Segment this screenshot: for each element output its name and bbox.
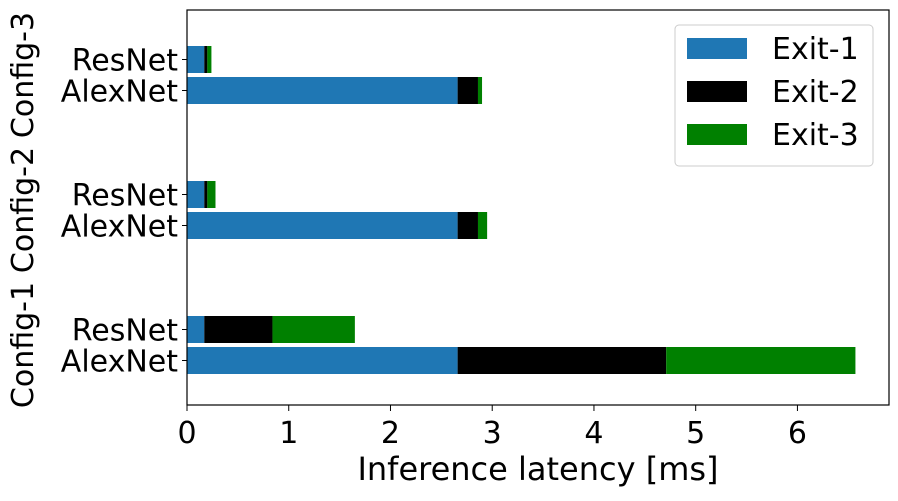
bar-segment-exit-3 bbox=[207, 181, 216, 208]
legend: Exit-1 Exit-2 Exit-3 bbox=[674, 24, 874, 167]
group-label: Config-3 bbox=[6, 12, 41, 138]
x-tick-label: 5 bbox=[686, 416, 705, 451]
bar-segment-exit-1 bbox=[187, 181, 205, 208]
plot-frame bbox=[186, 9, 890, 406]
y-tick-label: AlexNet bbox=[61, 345, 178, 380]
axes-layer: AlexNetResNetConfig-1AlexNetResNetConfig… bbox=[6, 12, 807, 451]
x-tick-label: 2 bbox=[381, 416, 400, 451]
legend-swatch bbox=[687, 81, 747, 102]
bars-layer bbox=[187, 46, 856, 374]
x-tick-label: 3 bbox=[483, 416, 502, 451]
y-tick-label: AlexNet bbox=[61, 210, 178, 245]
bar-segment-exit-3 bbox=[477, 212, 488, 239]
bar-segment-exit-3 bbox=[272, 316, 355, 343]
legend-label: Exit-3 bbox=[772, 118, 859, 153]
x-tick-label: 0 bbox=[177, 416, 196, 451]
y-tick-label: ResNet bbox=[72, 44, 178, 79]
bar-segment-exit-2 bbox=[204, 316, 273, 343]
bar-segment-exit-2 bbox=[204, 181, 208, 208]
group-label: Config-1 bbox=[6, 282, 41, 408]
y-tick-label: AlexNet bbox=[61, 75, 178, 110]
legend-swatch bbox=[687, 124, 747, 145]
x-tick-label: 1 bbox=[279, 416, 298, 451]
legend-label: Exit-1 bbox=[772, 32, 859, 67]
bar-segment-exit-1 bbox=[187, 46, 205, 73]
bar-segment-exit-1 bbox=[187, 77, 458, 104]
y-tick-label: ResNet bbox=[72, 179, 178, 214]
bar-segment-exit-2 bbox=[457, 77, 478, 104]
bar-segment-exit-3 bbox=[477, 77, 483, 104]
bar-segment-exit-2 bbox=[457, 347, 667, 374]
x-tick-label: 6 bbox=[788, 416, 807, 451]
bar-segment-exit-2 bbox=[204, 46, 208, 73]
legend-swatch bbox=[687, 38, 747, 59]
bar-segment-exit-1 bbox=[187, 212, 458, 239]
bar-segment-exit-1 bbox=[187, 347, 458, 374]
legend-label: Exit-2 bbox=[772, 75, 859, 110]
bar-segment-exit-3 bbox=[666, 347, 856, 374]
x-tick-label: 4 bbox=[584, 416, 603, 451]
x-axis-label: Inference latency [ms] bbox=[357, 450, 718, 488]
y-tick-label: ResNet bbox=[72, 314, 178, 349]
bar-segment-exit-3 bbox=[207, 46, 212, 73]
group-label: Config-2 bbox=[6, 147, 41, 273]
bar-segment-exit-2 bbox=[457, 212, 478, 239]
bar-segment-exit-1 bbox=[187, 316, 205, 343]
